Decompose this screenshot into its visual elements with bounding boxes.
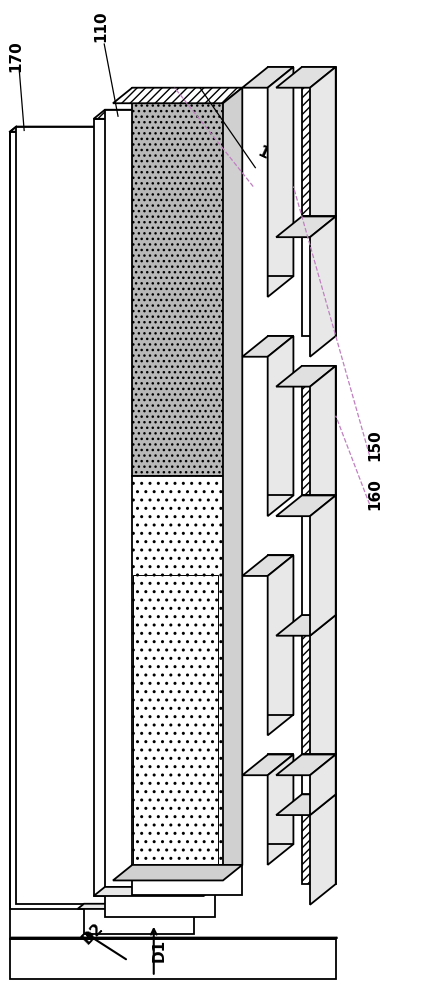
Polygon shape	[310, 67, 336, 237]
Polygon shape	[10, 132, 187, 909]
Polygon shape	[276, 754, 336, 775]
Polygon shape	[94, 119, 204, 896]
Text: 110: 110	[93, 10, 108, 42]
Polygon shape	[187, 127, 194, 909]
Polygon shape	[105, 887, 215, 917]
Polygon shape	[310, 794, 336, 905]
Polygon shape	[268, 555, 294, 715]
Polygon shape	[223, 88, 242, 880]
Polygon shape	[132, 865, 242, 895]
Polygon shape	[242, 336, 294, 357]
Polygon shape	[276, 366, 336, 387]
Text: 150: 150	[367, 429, 382, 461]
Polygon shape	[276, 794, 336, 815]
Polygon shape	[268, 555, 294, 735]
Polygon shape	[302, 615, 336, 754]
Polygon shape	[310, 366, 336, 516]
Polygon shape	[310, 615, 336, 775]
Polygon shape	[16, 127, 194, 904]
Polygon shape	[302, 216, 336, 336]
Polygon shape	[242, 555, 294, 576]
Polygon shape	[276, 67, 336, 88]
Text: 170: 170	[8, 40, 23, 72]
Polygon shape	[268, 336, 294, 495]
Polygon shape	[268, 336, 294, 516]
Polygon shape	[94, 887, 215, 896]
Polygon shape	[242, 754, 294, 775]
Polygon shape	[132, 476, 242, 865]
Polygon shape	[268, 67, 294, 297]
Text: 160: 160	[367, 479, 382, 510]
Polygon shape	[84, 904, 194, 934]
Polygon shape	[310, 754, 336, 815]
Polygon shape	[10, 939, 336, 979]
Polygon shape	[310, 495, 336, 636]
Polygon shape	[133, 575, 218, 864]
Polygon shape	[78, 904, 194, 909]
Polygon shape	[105, 110, 215, 887]
Polygon shape	[268, 754, 294, 865]
Polygon shape	[310, 216, 336, 357]
Polygon shape	[132, 88, 242, 476]
Polygon shape	[242, 67, 294, 88]
Polygon shape	[10, 127, 194, 132]
Polygon shape	[94, 110, 215, 119]
Polygon shape	[276, 615, 336, 636]
Polygon shape	[204, 110, 215, 896]
Polygon shape	[10, 938, 337, 939]
Polygon shape	[268, 67, 294, 276]
Text: 140: 140	[255, 145, 291, 172]
Polygon shape	[276, 216, 336, 237]
Polygon shape	[302, 67, 336, 216]
Text: D2: D2	[79, 920, 106, 947]
Polygon shape	[268, 754, 294, 844]
Polygon shape	[302, 495, 336, 615]
Polygon shape	[113, 865, 242, 880]
Polygon shape	[302, 794, 336, 884]
Polygon shape	[302, 366, 336, 495]
Polygon shape	[113, 88, 242, 103]
Text: D1: D1	[152, 939, 167, 962]
Polygon shape	[276, 495, 336, 516]
Polygon shape	[302, 754, 336, 794]
